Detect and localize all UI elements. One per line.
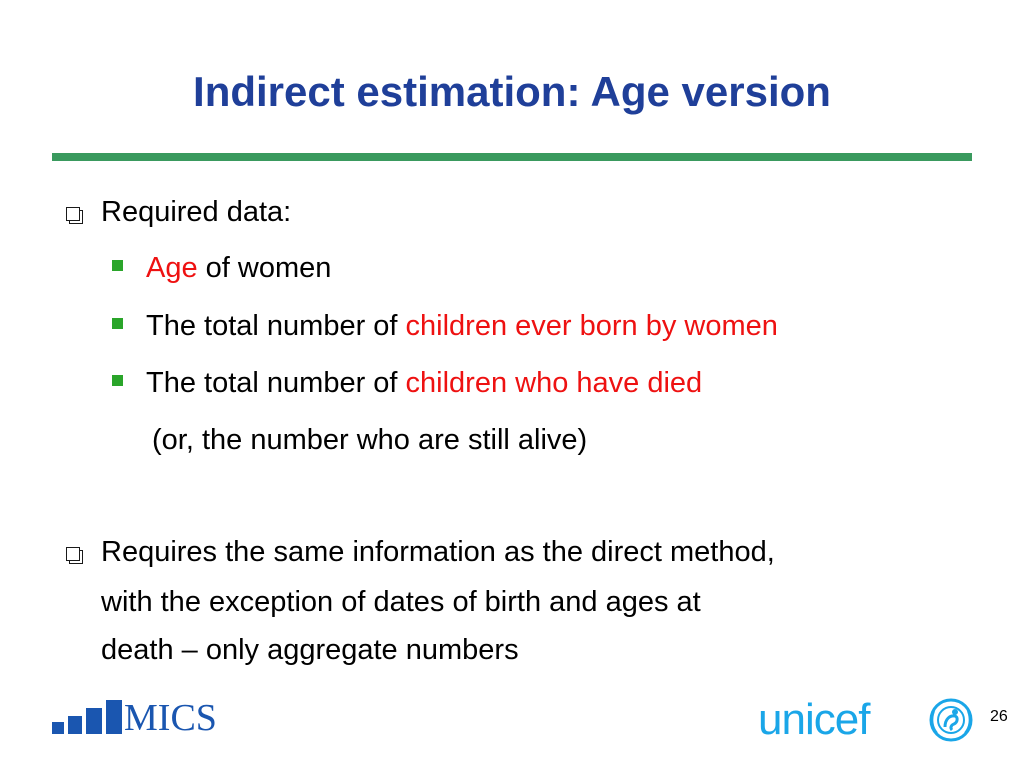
bullet-requires-line-3: death – only aggregate numbers <box>101 634 519 666</box>
sub-bullet-age: Age of women <box>146 250 331 286</box>
sub-bullet-children-died-pre: The total number of <box>146 367 406 399</box>
highlight-age: Age <box>146 252 198 284</box>
bullet-requires-line-1: Requires the same information as the dir… <box>101 536 775 568</box>
hollow-square-bullet-icon <box>66 547 80 561</box>
highlight-children-born: children ever born by women <box>405 310 778 342</box>
unicef-logo: unicef <box>758 695 978 747</box>
mics-logo: MICS <box>52 697 252 740</box>
green-square-bullet-icon <box>112 260 123 271</box>
green-square-bullet-icon <box>112 375 123 386</box>
bullet-requires-line-2: with the exception of dates of birth and… <box>101 586 701 618</box>
unicef-globe-icon <box>929 698 973 742</box>
mics-logo-bar <box>106 700 122 734</box>
hollow-square-bullet-icon <box>66 207 80 221</box>
sub-bullet-age-rest: of women <box>197 252 332 284</box>
mics-logo-text: MICS <box>124 697 217 739</box>
sub-bullet-children-died: The total number of children who have di… <box>146 365 702 401</box>
page-number: 26 <box>990 708 1008 725</box>
green-square-bullet-icon <box>112 318 123 329</box>
title-divider <box>52 153 972 161</box>
bullet-required-data: Required data: <box>101 196 292 228</box>
mics-logo-bar <box>52 722 64 734</box>
unicef-logo-text: unicef <box>758 695 870 744</box>
highlight-children-died: children who have died <box>405 367 703 399</box>
sub-bullet-children-born-pre: The total number of <box>146 310 406 342</box>
mics-logo-bar <box>68 716 82 734</box>
sub-bullet-children-born: The total number of children ever born b… <box>146 308 778 344</box>
sub-bullet-note: (or, the number who are still alive) <box>152 424 588 456</box>
slide-title: Indirect estimation: Age version <box>193 68 831 115</box>
mics-logo-bar <box>86 708 102 734</box>
